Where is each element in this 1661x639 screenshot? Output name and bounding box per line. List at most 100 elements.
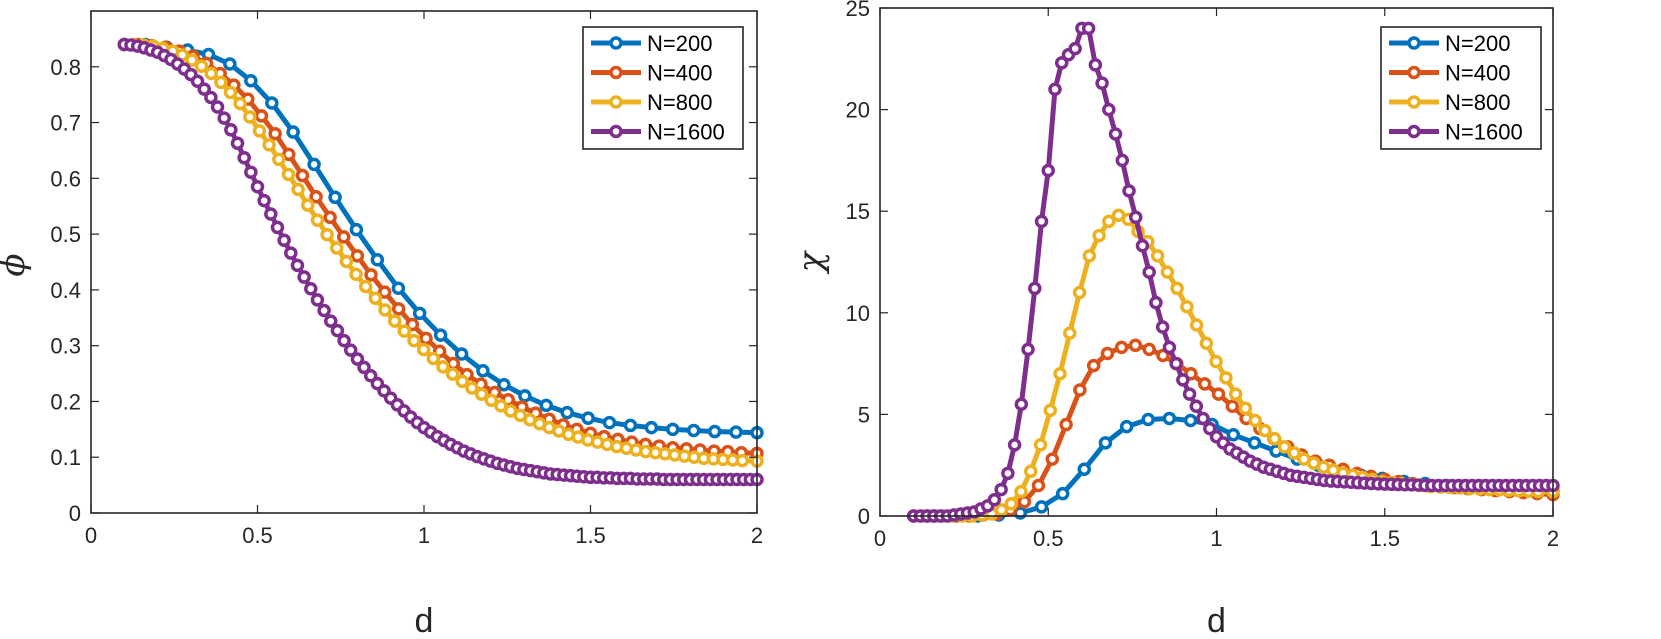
data-point [405,317,420,332]
x-tick-label: 2 [1547,526,1559,551]
y-tick-label: 20 [846,98,870,123]
y-tick-label: 0 [69,501,81,526]
data-point [1054,56,1069,70]
legend-label: N=200 [647,31,712,56]
data-point [1226,427,1241,442]
data-point [237,150,251,165]
y-tick-label: 0.5 [50,222,81,247]
x-tick-label: 1 [1210,526,1222,551]
series-n-1600 [906,21,1560,523]
data-point [223,57,237,71]
legend-item: N=200 [591,31,712,56]
data-point [1162,340,1177,355]
legend-label: N=400 [647,61,712,86]
data-point [370,253,385,267]
data-point [1180,299,1194,314]
legend-swatch-marker [609,36,623,50]
data-point [1142,342,1156,357]
data-point [476,364,490,378]
data-point [244,73,258,88]
data-point [1160,265,1175,279]
data-point [1149,295,1163,310]
data-point [445,367,460,381]
x-tick-label: 0 [874,526,886,551]
data-point [426,351,441,366]
data-point [494,399,508,413]
series-group [117,37,764,487]
y-tick-label: 0.3 [50,334,81,359]
data-point [387,314,402,328]
data-point [1021,342,1035,357]
data-point [994,482,1008,497]
y-tick-label: 15 [846,199,870,224]
data-point [1248,413,1262,428]
data-point [436,360,450,374]
data-point [1287,446,1301,460]
data-point [286,125,300,139]
data-point [1135,238,1150,253]
data-point [339,254,354,269]
x-tick-label: 1 [418,523,430,548]
data-point [474,387,489,401]
data-point [244,165,258,179]
y-tick-label: 0.1 [50,445,81,470]
data-point [686,423,701,438]
data-point [349,222,364,237]
y-axis-label: χ [791,249,831,274]
data-point [1102,102,1116,117]
data-point [337,230,351,244]
legend-item: N=1600 [591,120,725,145]
data-point [1170,281,1184,296]
data-point [185,53,199,67]
legend-item: N=1600 [1389,120,1523,145]
y-tick-label: 0.6 [50,166,81,191]
data-point [1119,419,1134,434]
data-point [1034,500,1049,514]
legend-item: N=800 [591,90,712,115]
data-point [1225,399,1240,414]
data-point [1045,452,1060,466]
y-axis-label: ϕ [0,253,33,276]
data-point [1142,265,1156,279]
data-point [1189,318,1204,332]
data-point [337,333,351,348]
y-tick-label: 0.4 [50,278,81,303]
data-point [1128,210,1143,225]
data-point [1203,421,1217,436]
data-point [1122,184,1136,198]
data-point [391,281,406,295]
data-point [518,389,532,403]
y-tick-label: 25 [846,0,870,21]
data-point [307,157,321,172]
data-point [1114,340,1129,355]
data-point [254,109,269,123]
data-point [419,331,433,346]
data-point [1267,432,1282,446]
chart-1: 0 0.5 1 1.5 2 0 0.1 0.2 0.3 0.4 0.5 0.6 0.7 0.8 d ϕ N=20… [0,10,764,639]
legend-label: N=800 [1445,90,1510,115]
data-point [1155,320,1170,334]
data-point [230,136,245,150]
data-point [1041,163,1055,178]
data-point [1063,326,1077,340]
legend-label: N=400 [1445,61,1510,86]
data-point [250,179,265,194]
legend-swatch-marker [609,124,623,139]
legend-item: N=400 [1389,61,1510,86]
data-point [301,198,315,212]
data-point [1102,214,1116,229]
data-point [1081,21,1096,36]
data-point [484,393,499,408]
data-point [281,167,296,182]
data-point [1228,387,1243,401]
legend-swatch-marker [1407,95,1421,109]
y-tick-label: 5 [858,402,870,427]
data-point [412,306,427,321]
data-point [320,227,334,242]
legend-swatch-marker [609,65,623,80]
data-point [272,152,286,167]
x-axis-label: d [1207,602,1226,639]
data-point [602,415,617,430]
legend-label: N=800 [647,90,712,115]
